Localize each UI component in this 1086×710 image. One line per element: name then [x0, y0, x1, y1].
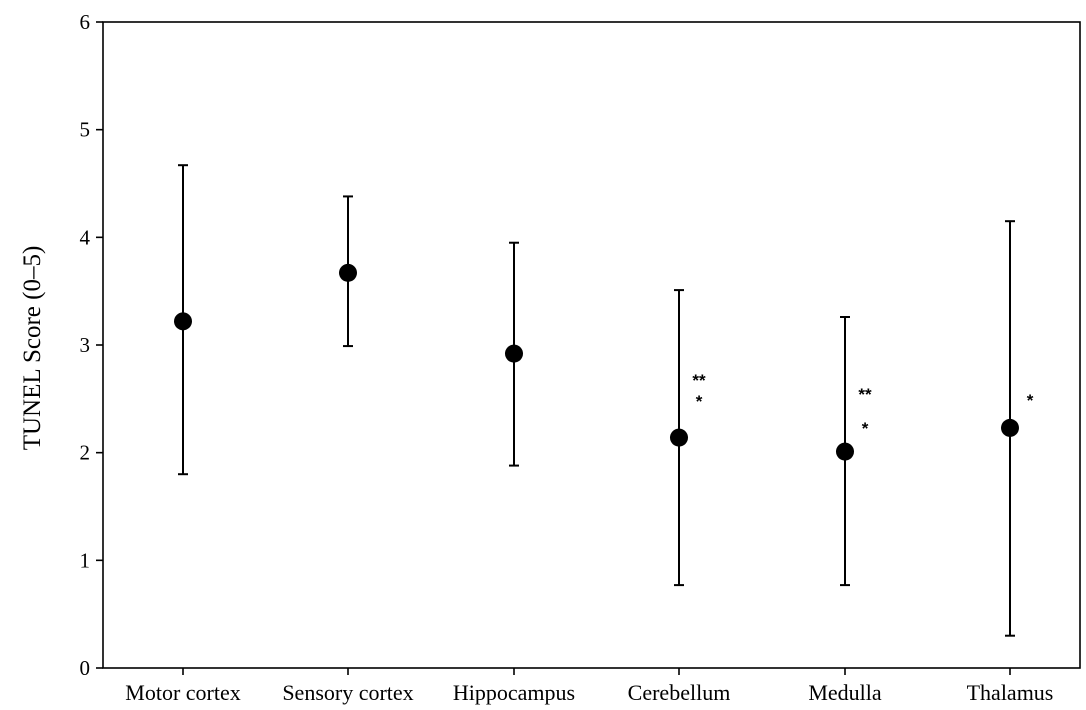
y-tick-label: 3 — [80, 333, 91, 357]
data-point — [505, 344, 523, 363]
error-bars — [178, 164, 1015, 637]
y-tick-label: 1 — [80, 548, 91, 572]
data-point — [1001, 418, 1019, 437]
axes — [102, 21, 1081, 669]
y-axis-ticks: 0 1 2 3 4 5 6 — [80, 10, 103, 680]
significance-mark: ** — [858, 385, 872, 404]
y-tick-label: 4 — [80, 225, 91, 249]
x-tick-label: Hippocampus — [453, 680, 575, 705]
data-point — [836, 442, 854, 461]
significance-mark: * — [696, 392, 703, 411]
significance-annotations: *** **** — [692, 371, 1033, 438]
data-point — [339, 263, 357, 282]
y-tick-label: 0 — [80, 656, 91, 680]
significance-mark: * — [862, 419, 869, 438]
x-tick-label: Medulla — [808, 680, 882, 705]
data-point — [670, 428, 688, 447]
y-tick-label: 6 — [80, 10, 91, 34]
x-tick-label: Motor cortex — [125, 680, 240, 705]
y-tick-label: 2 — [80, 441, 91, 465]
significance-mark: ** — [692, 371, 706, 390]
x-tick-label: Thalamus — [967, 680, 1054, 705]
x-tick-label: Sensory cortex — [282, 680, 413, 705]
plot-frame — [102, 21, 1081, 669]
y-axis-title: TUNEL Score (0–5) — [19, 246, 46, 451]
y-tick-label: 5 — [80, 118, 91, 142]
data-point — [174, 312, 192, 331]
data-points — [174, 263, 1019, 461]
x-axis-ticks: Motor cortex Sensory cortex Hippocampus Cer… — [125, 668, 1053, 705]
x-tick-label: Cerebellum — [628, 680, 731, 705]
significance-mark: * — [1027, 391, 1034, 410]
